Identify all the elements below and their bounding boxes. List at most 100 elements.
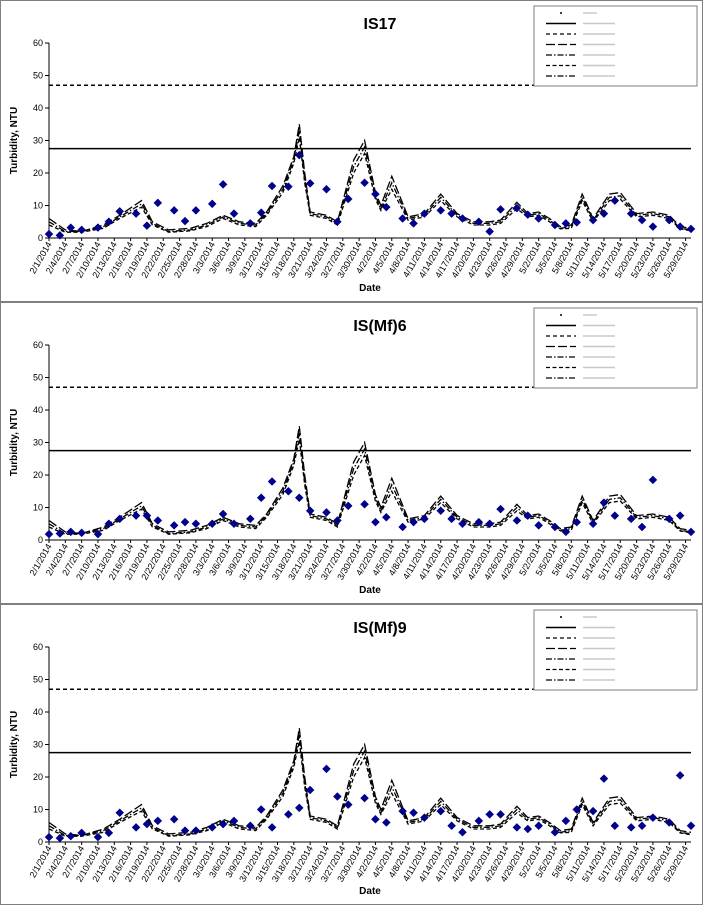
- y-axis-label: Turbidity, NTU: [9, 711, 20, 778]
- data-point-marker: [131, 209, 141, 218]
- data-point-marker: [409, 219, 418, 228]
- data-point-marker: [77, 828, 86, 838]
- data-point-marker: [436, 806, 446, 816]
- data-point-marker: [496, 810, 505, 819]
- data-point-marker: [523, 511, 533, 520]
- data-point-marker: [496, 205, 505, 214]
- data-point-marker: [104, 519, 114, 529]
- data-point-marker: [343, 194, 353, 204]
- data-point-marker: [458, 519, 467, 529]
- data-point-marker: [561, 527, 571, 537]
- chart-title: IS(Mf)6: [353, 318, 406, 335]
- data-point-marker: [561, 816, 571, 826]
- data-point-marker: [343, 501, 353, 511]
- data-point-marker: [333, 516, 342, 525]
- data-point-marker: [599, 209, 609, 218]
- x-axis-label: Date: [359, 886, 381, 897]
- y-tick-label: 20: [33, 470, 43, 480]
- data-point-marker: [360, 499, 369, 509]
- data-point-marker: [142, 221, 152, 231]
- data-point-marker: [66, 223, 76, 232]
- data-point-marker: [447, 821, 456, 831]
- data-point-marker: [93, 223, 103, 232]
- data-point-marker: [256, 805, 266, 814]
- data-point-marker: [142, 511, 152, 520]
- y-tick-label: 30: [33, 136, 43, 146]
- y-tick-label: 10: [33, 201, 43, 211]
- legend-box: [533, 307, 698, 389]
- data-point-marker: [534, 821, 544, 831]
- legend-box: [533, 5, 698, 87]
- y-tick-label: 60: [33, 340, 43, 350]
- data-point-marker: [626, 209, 636, 218]
- data-point-marker: [458, 214, 467, 223]
- data-point-marker: [458, 827, 467, 837]
- data-point-marker: [648, 813, 658, 822]
- data-point-marker: [131, 823, 141, 832]
- y-tick-label: 10: [33, 503, 43, 513]
- data-point-marker: [371, 814, 380, 824]
- data-point-marker: [371, 517, 380, 527]
- data-point-marker: [44, 529, 54, 539]
- data-point-marker: [371, 189, 380, 199]
- y-tick-label: 20: [33, 772, 43, 782]
- data-point-marker: [398, 806, 407, 816]
- data-point-marker: [191, 519, 201, 529]
- legend: [533, 5, 698, 87]
- data-point-marker: [610, 821, 620, 831]
- data-point-marker: [305, 785, 315, 795]
- data-point-marker: [267, 477, 277, 486]
- data-point-marker: [229, 519, 239, 529]
- data-point-marker: [360, 178, 369, 188]
- data-point-marker: [626, 823, 636, 832]
- data-point-marker: [648, 475, 658, 485]
- data-point-marker: [229, 816, 239, 826]
- data-point-marker: [153, 198, 163, 208]
- data-point-marker: [294, 493, 304, 503]
- data-point-marker: [305, 179, 315, 188]
- data-point-marker: [256, 208, 266, 218]
- data-point-marker: [550, 522, 560, 532]
- data-point-marker: [675, 511, 685, 520]
- data-point-marker: [664, 818, 674, 827]
- data-point-marker: [474, 217, 484, 227]
- data-point-marker: [360, 793, 369, 803]
- data-point-marker: [610, 511, 620, 520]
- data-point-marker: [561, 219, 571, 228]
- data-point-marker: [599, 498, 609, 507]
- data-point-marker: [343, 800, 353, 809]
- data-point-marker: [512, 203, 522, 213]
- data-point-marker: [218, 509, 228, 519]
- data-point-marker: [485, 519, 495, 529]
- chart-panel-is-mf9: IS(Mf)9 Turbidity, NTU Date 0 10 20 30 40 50 60 2/…: [0, 604, 703, 905]
- y-tick-label: 50: [33, 373, 43, 383]
- data-point-marker: [686, 224, 696, 234]
- data-point-marker: [686, 821, 696, 831]
- data-point-marker: [626, 514, 636, 524]
- data-point-marker: [409, 517, 418, 527]
- data-point-marker: [588, 806, 598, 816]
- data-point-marker: [648, 222, 658, 231]
- data-point-marker: [93, 529, 103, 539]
- series-line-long-dash: [48, 124, 692, 233]
- data-point-marker: [294, 803, 304, 813]
- data-point-marker: [77, 528, 86, 538]
- data-point-marker: [572, 805, 582, 814]
- legend: [533, 307, 698, 389]
- data-point-marker: [55, 231, 65, 240]
- data-point-marker: [153, 516, 163, 525]
- data-point-marker: [496, 504, 505, 514]
- data-point-marker: [599, 774, 609, 783]
- y-tick-label: 0: [38, 535, 43, 545]
- data-point-marker: [398, 522, 407, 532]
- data-point-marker: [398, 214, 407, 223]
- data-point-marker: [93, 832, 103, 842]
- x-axis-label: Date: [359, 585, 381, 596]
- chart-title: IS17: [364, 16, 397, 33]
- data-point-marker: [115, 514, 125, 524]
- series-line-long-dash: [48, 426, 692, 535]
- legend-marker-sample: [560, 314, 562, 316]
- data-point-marker: [572, 517, 582, 527]
- data-point-marker: [115, 808, 125, 818]
